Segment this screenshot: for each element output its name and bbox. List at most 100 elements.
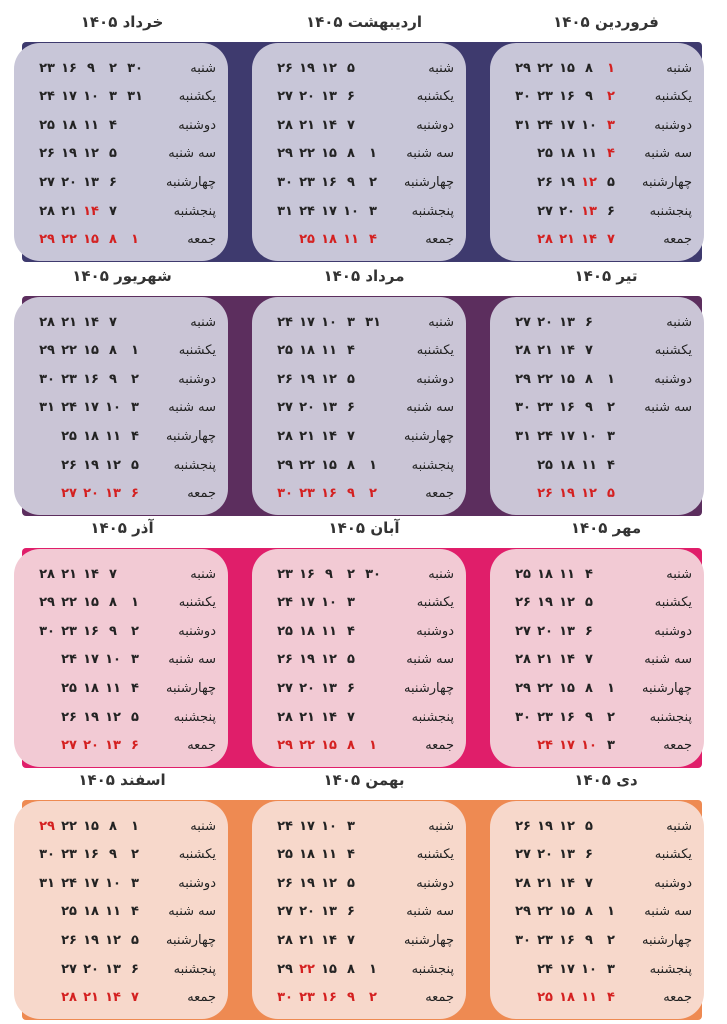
date-cell: ۱۳ <box>559 314 575 330</box>
weekday-label: دوشنبه <box>178 117 216 133</box>
date-cell: ۲۴ <box>537 117 553 133</box>
holiday-date-cell: ۱۴ <box>581 232 597 248</box>
date-cell: ۹ <box>585 400 593 416</box>
date-cell: ۱۷ <box>321 203 337 219</box>
holiday-date-cell: ۲۲ <box>299 961 315 977</box>
date-cell: ۱۱ <box>105 681 121 697</box>
date-cell: ۲۱ <box>61 566 77 582</box>
date-cell: ۱۲ <box>559 595 575 611</box>
month-title: اسفند ۱۴۰۵ <box>78 771 166 789</box>
date-cell: ۲۹ <box>515 681 531 697</box>
month-title: آذر ۱۴۰۵ <box>90 519 154 537</box>
date-cell: ۲۴ <box>61 875 77 891</box>
holiday-date-cell: ۲۲ <box>61 232 77 248</box>
date-cell: ۱۰ <box>321 595 337 611</box>
date-cell: ۳۱ <box>277 203 293 219</box>
date-cell: ۷ <box>585 343 593 359</box>
weekday-row: سه شنبه ۵ ۱۲ ۱۹ ۲۶ <box>26 141 216 167</box>
date-cell: ۱۵ <box>83 343 99 359</box>
weekday-label: شنبه <box>428 60 454 76</box>
date-cell: ۱۸ <box>83 681 99 697</box>
date-cell: ۱۵ <box>83 595 99 611</box>
date-cell: ۲۵ <box>61 429 77 445</box>
date-cell: ۲۱ <box>537 343 553 359</box>
date-cell: ۱ <box>369 961 377 977</box>
weekday-row: پنجشنبه ۳ ۱۰ ۱۷ ۲۴ <box>502 956 692 982</box>
date-cell: ۲۲ <box>537 904 553 920</box>
date-cell: ۲۵ <box>277 847 293 863</box>
weekday-label: دوشنبه <box>178 623 216 639</box>
date-cell: ۲۰ <box>537 847 553 863</box>
date-cell: ۲۵ <box>39 117 55 133</box>
holiday-date-cell: ۲۳ <box>299 486 315 502</box>
date-cell: ۱ <box>131 818 139 834</box>
date-cell: ۸ <box>585 371 593 387</box>
date-cell: ۳ <box>347 314 355 330</box>
date-cell: ۲۱ <box>61 203 77 219</box>
date-cell: ۲ <box>131 623 139 639</box>
date-cell: ۲۰ <box>559 203 575 219</box>
holiday-date-cell: ۵ <box>607 486 615 502</box>
date-cell: ۲۲ <box>537 681 553 697</box>
date-cell: ۱ <box>131 595 139 611</box>
weekday-row: یکشنبه ۴ ۱۱ ۱۸ ۲۵ <box>264 842 454 868</box>
date-cell: ۲۸ <box>515 875 531 891</box>
weekday-row: چهارشنبه ۲ ۹ ۱۶ ۲۳ ۳۰ <box>264 170 454 196</box>
weekday-row: جمعه ۶ ۱۳ ۲۰ ۲۷ <box>26 733 216 759</box>
weekday-label: یکشنبه <box>178 847 216 863</box>
date-cell: ۲ <box>109 60 117 76</box>
date-cell: ۱۰ <box>105 400 121 416</box>
weekday-label: پنجشنبه <box>411 457 454 473</box>
weekday-label: چهارشنبه <box>166 681 216 697</box>
date-cell: ۲۹ <box>515 904 531 920</box>
weekday-row: جمعه ۳ ۱۰ ۱۷ ۲۴ <box>502 733 692 759</box>
weekday-label: یکشنبه <box>654 343 692 359</box>
date-cell: ۲۱ <box>61 314 77 330</box>
weekday-row: دوشنبه ۶ ۱۳ ۲۰ ۲۷ <box>502 618 692 644</box>
weekday-label: شنبه <box>190 314 216 330</box>
date-cell: ۲۹ <box>277 146 293 162</box>
month-grid: شنبه ۳۰ ۲ ۹ ۱۶ ۲۳ یکشنبه ۳ ۱۰ ۱۷ ۲۴ دوشنبه ۴ ۱۱ ۱۸ ۲۵ سه… <box>252 549 466 767</box>
weekday-label: پنجشنبه <box>173 203 216 219</box>
weekday-label: جمعه <box>425 738 454 754</box>
weekday-row: شنبه ۳۰ ۲ ۹ ۱۶ ۲۳ <box>264 561 454 587</box>
weekday-row: پنجشنبه ۳ ۱۰ ۱۷ ۲۴ ۳۱ <box>264 198 454 224</box>
date-cell: ۱۸ <box>83 904 99 920</box>
date-cell: ۳۰ <box>515 400 531 416</box>
weekday-label: دوشنبه <box>178 371 216 387</box>
date-cell: ۵ <box>347 652 355 668</box>
date-cell: ۲۸ <box>515 343 531 359</box>
date-cell: ۲۴ <box>61 400 77 416</box>
date-cell: ۸ <box>347 146 355 162</box>
weekday-label: یکشنبه <box>654 89 692 105</box>
date-cell: ۳ <box>607 738 615 754</box>
holiday-date-cell: ۱۹ <box>559 486 575 502</box>
date-cell: ۵ <box>131 709 139 725</box>
date-cell: ۲۱ <box>299 709 315 725</box>
weekday-label: جمعه <box>425 486 454 502</box>
weekday-row: شنبه ۱ ۸ ۱۵ ۲۲ ۲۹ <box>26 813 216 839</box>
weekday-label: جمعه <box>663 990 692 1006</box>
date-cell: ۱۵ <box>83 818 99 834</box>
date-cell: ۲۲ <box>61 343 77 359</box>
weekday-row: دوشنبه ۷ ۱۴ ۲۱ ۲۸ <box>264 112 454 138</box>
holiday-date-cell: ۱۱ <box>343 232 359 248</box>
month-title: آبان ۱۴۰۵ <box>328 519 400 537</box>
date-cell: ۸ <box>585 60 593 76</box>
weekday-row: سه شنبه ۱ ۸ ۱۵ ۲۲ ۲۹ <box>264 141 454 167</box>
month-title: بهمن ۱۴۰۵ <box>323 771 405 789</box>
date-cell: ۲۸ <box>39 203 55 219</box>
date-cell: ۳۰ <box>277 175 293 191</box>
date-cell: ۲۹ <box>277 961 293 977</box>
date-cell: ۲۶ <box>61 933 77 949</box>
weekday-row: یکشنبه ۳ ۱۰ ۱۷ ۲۴ <box>264 590 454 616</box>
date-cell: ۱۳ <box>105 961 121 977</box>
date-cell: ۱۵ <box>321 961 337 977</box>
holiday-date-cell: ۲۷ <box>61 486 77 502</box>
weekday-label: شنبه <box>666 818 692 834</box>
holiday-date-cell: ۱۰ <box>581 738 597 754</box>
holiday-date-cell: ۲۹ <box>39 818 55 834</box>
date-cell: ۳۱ <box>515 429 531 445</box>
weekday-row: شنبه ۴ ۱۱ ۱۸ ۲۵ <box>502 561 692 587</box>
holiday-date-cell: ۱۴ <box>83 203 99 219</box>
